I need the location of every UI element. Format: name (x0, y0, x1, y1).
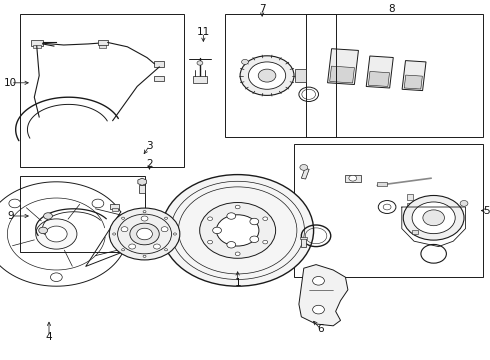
Circle shape (109, 208, 180, 260)
Circle shape (208, 240, 213, 244)
Circle shape (263, 217, 268, 220)
Circle shape (240, 56, 294, 95)
Text: 11: 11 (196, 27, 210, 37)
Circle shape (412, 202, 455, 234)
Text: 3: 3 (146, 141, 153, 151)
Circle shape (197, 61, 203, 65)
Circle shape (137, 228, 152, 240)
Bar (225, 14, 336, 137)
Circle shape (141, 216, 148, 221)
Bar (20, 14, 184, 167)
Circle shape (129, 244, 136, 249)
Bar (300, 237, 307, 239)
Bar (366, 56, 393, 88)
Circle shape (235, 205, 240, 209)
Circle shape (143, 211, 146, 213)
Bar (110, 204, 119, 209)
Circle shape (200, 202, 275, 258)
Bar (368, 72, 390, 86)
Circle shape (460, 201, 468, 206)
Circle shape (227, 213, 236, 219)
Bar (295, 69, 306, 82)
Text: 9: 9 (7, 211, 14, 221)
Bar (31, 40, 43, 46)
Circle shape (313, 305, 324, 314)
Bar (330, 66, 354, 83)
Circle shape (36, 219, 77, 249)
Circle shape (165, 217, 168, 219)
Circle shape (173, 233, 176, 235)
Circle shape (162, 175, 314, 286)
Circle shape (165, 249, 168, 251)
Circle shape (242, 59, 248, 64)
Text: 2: 2 (146, 159, 153, 169)
Text: 10: 10 (4, 78, 17, 88)
Circle shape (143, 255, 146, 257)
Circle shape (121, 227, 128, 232)
Bar (412, 230, 418, 234)
Text: 7: 7 (259, 4, 266, 14)
Circle shape (248, 62, 286, 89)
Text: 8: 8 (389, 4, 395, 14)
Circle shape (208, 217, 213, 220)
Circle shape (213, 227, 221, 234)
Bar (33, 45, 41, 48)
Bar (98, 40, 108, 45)
Bar (193, 76, 207, 83)
Bar (139, 185, 145, 193)
Bar (377, 182, 387, 186)
Text: 6: 6 (318, 324, 324, 334)
Circle shape (161, 227, 168, 232)
Bar (345, 175, 361, 182)
Circle shape (113, 233, 116, 235)
Text: 4: 4 (46, 332, 52, 342)
Circle shape (92, 199, 104, 208)
Circle shape (235, 252, 240, 256)
Bar (407, 203, 416, 207)
Bar (154, 76, 164, 81)
Circle shape (258, 69, 276, 82)
Bar (294, 144, 483, 277)
Bar (112, 208, 118, 211)
Bar (404, 75, 422, 89)
Circle shape (122, 249, 124, 251)
Circle shape (46, 226, 67, 242)
Circle shape (423, 210, 444, 226)
Bar (20, 176, 145, 252)
Circle shape (313, 276, 324, 285)
Circle shape (349, 175, 357, 181)
Circle shape (250, 218, 259, 225)
Circle shape (300, 165, 308, 170)
Bar (327, 49, 359, 85)
Bar (99, 45, 106, 48)
Circle shape (50, 273, 62, 282)
Bar (154, 61, 164, 67)
Circle shape (263, 240, 268, 244)
Circle shape (122, 217, 124, 219)
Circle shape (44, 213, 52, 219)
Bar (402, 60, 426, 91)
Circle shape (39, 227, 48, 234)
Circle shape (130, 223, 159, 245)
Text: 1: 1 (234, 278, 241, 288)
Circle shape (9, 199, 21, 208)
Circle shape (153, 244, 160, 249)
Circle shape (250, 236, 259, 243)
Bar (301, 168, 309, 179)
Bar (306, 14, 483, 137)
Bar (301, 238, 306, 247)
Circle shape (217, 215, 259, 246)
Text: 5: 5 (483, 206, 490, 216)
Circle shape (403, 195, 464, 240)
Polygon shape (299, 265, 348, 326)
Bar (407, 194, 413, 200)
Circle shape (227, 242, 236, 248)
Polygon shape (138, 178, 147, 185)
